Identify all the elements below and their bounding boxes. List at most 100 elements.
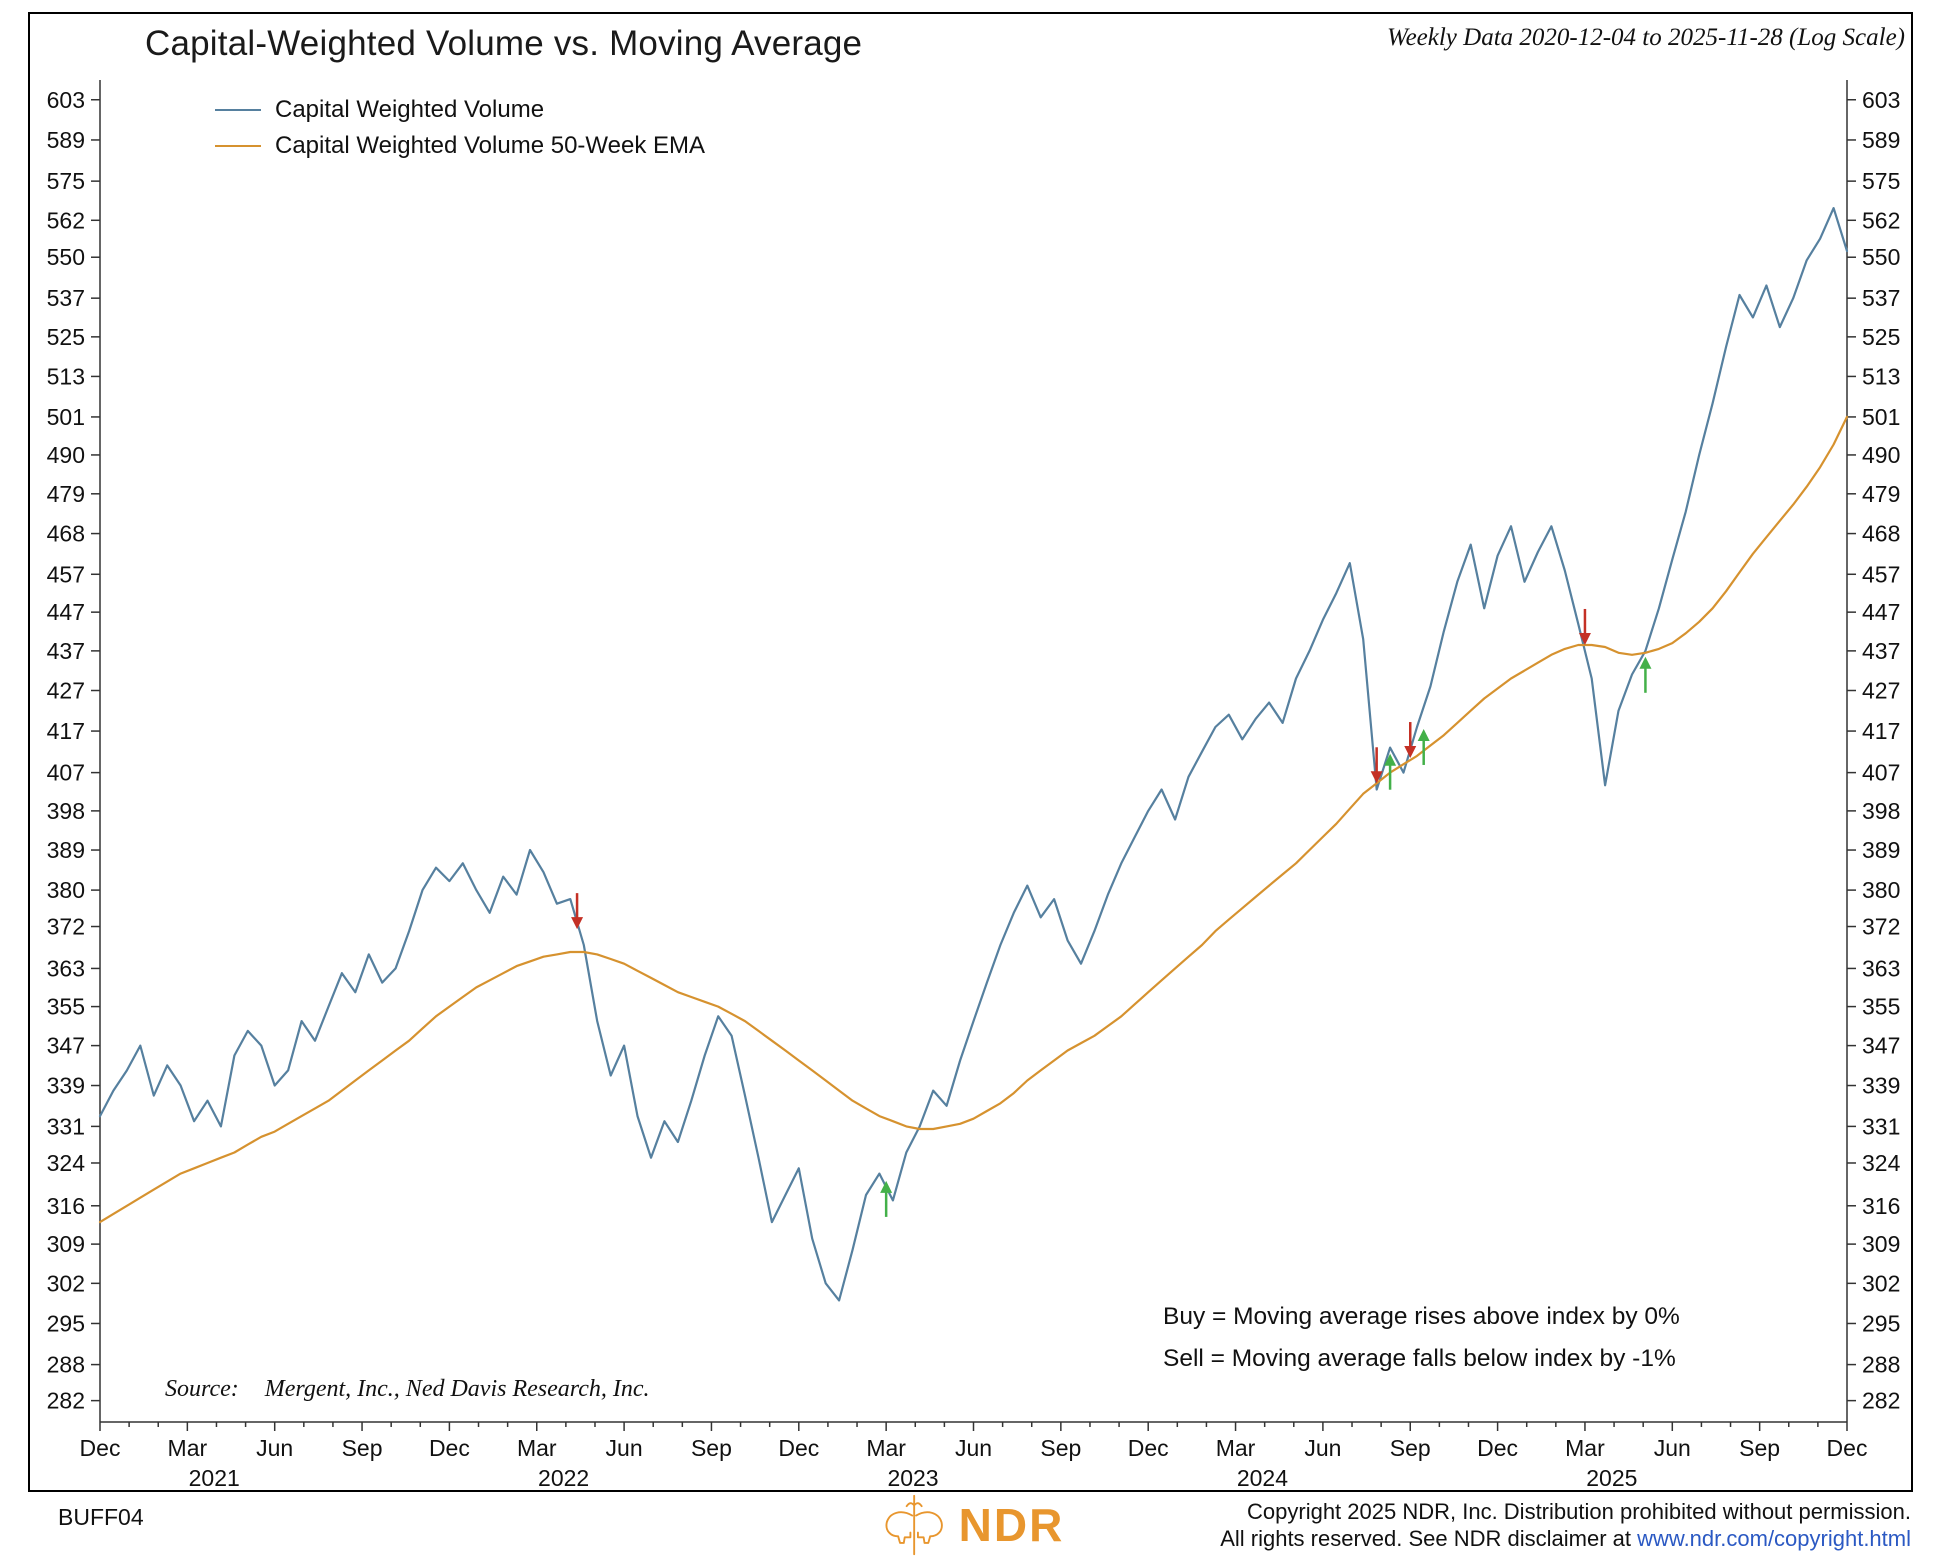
- svg-text:407: 407: [1862, 760, 1900, 786]
- svg-text:550: 550: [47, 244, 85, 270]
- ndr-logo-emblem: [885, 1494, 943, 1556]
- svg-text:501: 501: [47, 404, 85, 430]
- svg-text:513: 513: [1862, 363, 1900, 389]
- ndr-logo: NDR: [881, 1494, 1065, 1556]
- legend-label: Capital Weighted Volume: [275, 96, 545, 123]
- svg-text:Jun: Jun: [606, 1435, 643, 1461]
- svg-text:302: 302: [1862, 1270, 1900, 1296]
- signal-rules: Buy = Moving average rises above index b…: [1163, 1296, 1680, 1380]
- svg-text:468: 468: [47, 521, 85, 547]
- svg-text:288: 288: [1862, 1352, 1900, 1378]
- svg-text:398: 398: [47, 798, 85, 824]
- svg-text:2022: 2022: [538, 1465, 589, 1491]
- svg-text:589: 589: [1862, 127, 1900, 153]
- svg-text:316: 316: [47, 1193, 85, 1219]
- svg-text:562: 562: [1862, 207, 1900, 233]
- svg-text:589: 589: [47, 127, 85, 153]
- svg-text:2024: 2024: [1237, 1465, 1288, 1491]
- svg-text:Jun: Jun: [1654, 1435, 1691, 1461]
- svg-text:331: 331: [47, 1113, 85, 1139]
- copyright-line1: Copyright 2025 NDR, Inc. Distribution pr…: [1247, 1499, 1911, 1524]
- svg-text:479: 479: [47, 481, 85, 507]
- svg-text:347: 347: [1862, 1033, 1900, 1059]
- svg-text:316: 316: [1862, 1193, 1900, 1219]
- svg-text:479: 479: [1862, 481, 1900, 507]
- svg-text:380: 380: [1862, 877, 1900, 903]
- svg-text:282: 282: [1862, 1388, 1900, 1414]
- svg-text:537: 537: [1862, 285, 1900, 311]
- svg-text:Dec: Dec: [429, 1435, 470, 1461]
- svg-text:295: 295: [47, 1310, 85, 1336]
- svg-text:603: 603: [1862, 87, 1900, 113]
- svg-text:447: 447: [1862, 599, 1900, 625]
- svg-text:309: 309: [1862, 1231, 1900, 1257]
- buy-rule-text: Buy = Moving average rises above index b…: [1163, 1303, 1680, 1330]
- svg-text:Sep: Sep: [1739, 1435, 1780, 1461]
- svg-text:302: 302: [47, 1270, 85, 1296]
- svg-text:Dec: Dec: [1827, 1435, 1868, 1461]
- sell-rule-text: Sell = Moving average falls below index …: [1163, 1345, 1676, 1372]
- svg-text:550: 550: [1862, 244, 1900, 270]
- chart-frame: [28, 12, 1913, 1492]
- svg-text:372: 372: [47, 914, 85, 940]
- svg-text:339: 339: [47, 1073, 85, 1099]
- copyright-link[interactable]: www.ndr.com/copyright.html: [1637, 1526, 1911, 1551]
- svg-text:417: 417: [1862, 718, 1900, 744]
- svg-text:603: 603: [47, 87, 85, 113]
- svg-text:331: 331: [1862, 1113, 1900, 1139]
- svg-text:437: 437: [1862, 638, 1900, 664]
- svg-text:380: 380: [47, 877, 85, 903]
- svg-text:427: 427: [1862, 678, 1900, 704]
- copyright: Copyright 2025 NDR, Inc. Distribution pr…: [1220, 1498, 1911, 1552]
- svg-text:Sep: Sep: [1390, 1435, 1431, 1461]
- svg-text:427: 427: [47, 678, 85, 704]
- svg-text:Mar: Mar: [517, 1435, 557, 1461]
- svg-text:389: 389: [47, 837, 85, 863]
- svg-text:363: 363: [47, 955, 85, 981]
- svg-text:2021: 2021: [189, 1465, 240, 1491]
- svg-text:Sep: Sep: [342, 1435, 383, 1461]
- source-text: Mergent, Inc., Ned Davis Research, Inc.: [264, 1376, 650, 1402]
- svg-text:407: 407: [47, 760, 85, 786]
- index-line-swatch: [215, 109, 261, 111]
- svg-text:288: 288: [47, 1352, 85, 1378]
- svg-text:Dec: Dec: [1477, 1435, 1518, 1461]
- legend: Capital Weighted Volume Capital Weighted…: [215, 92, 705, 164]
- svg-text:347: 347: [47, 1033, 85, 1059]
- chart-title: Capital-Weighted Volume vs. Moving Avera…: [145, 24, 863, 63]
- svg-text:437: 437: [47, 638, 85, 664]
- svg-text:324: 324: [1862, 1150, 1901, 1176]
- chart-subtitle: Weekly Data 2020-12-04 to 2025-11-28 (Lo…: [1387, 24, 1905, 51]
- svg-text:324: 324: [47, 1150, 86, 1176]
- svg-text:Jun: Jun: [955, 1435, 992, 1461]
- chart-id: BUFF04: [58, 1504, 144, 1530]
- svg-text:Jun: Jun: [256, 1435, 293, 1461]
- svg-text:2025: 2025: [1586, 1465, 1637, 1491]
- source-label: Source:: [165, 1376, 239, 1402]
- svg-text:Dec: Dec: [80, 1435, 121, 1461]
- svg-text:Mar: Mar: [1565, 1435, 1605, 1461]
- svg-text:525: 525: [47, 324, 85, 350]
- svg-text:468: 468: [1862, 521, 1900, 547]
- svg-text:Jun: Jun: [1304, 1435, 1341, 1461]
- svg-text:575: 575: [47, 168, 85, 194]
- svg-text:525: 525: [1862, 324, 1900, 350]
- svg-text:575: 575: [1862, 168, 1900, 194]
- copyright-line2: All rights reserved. See NDR disclaimer …: [1220, 1525, 1911, 1552]
- svg-text:Sep: Sep: [1040, 1435, 1081, 1461]
- svg-text:Dec: Dec: [778, 1435, 819, 1461]
- legend-item-ema: Capital Weighted Volume 50-Week EMA: [215, 128, 705, 164]
- svg-text:309: 309: [47, 1231, 85, 1257]
- svg-text:490: 490: [47, 442, 85, 468]
- svg-text:398: 398: [1862, 798, 1900, 824]
- ndr-logo-text: NDR: [958, 1499, 1065, 1551]
- svg-text:417: 417: [47, 718, 85, 744]
- svg-text:501: 501: [1862, 404, 1900, 430]
- svg-text:457: 457: [47, 561, 85, 587]
- svg-text:2023: 2023: [887, 1465, 938, 1491]
- svg-text:355: 355: [1862, 994, 1900, 1020]
- copyright-line2-prefix: All rights reserved. See NDR disclaimer …: [1220, 1526, 1638, 1551]
- svg-text:513: 513: [47, 363, 85, 389]
